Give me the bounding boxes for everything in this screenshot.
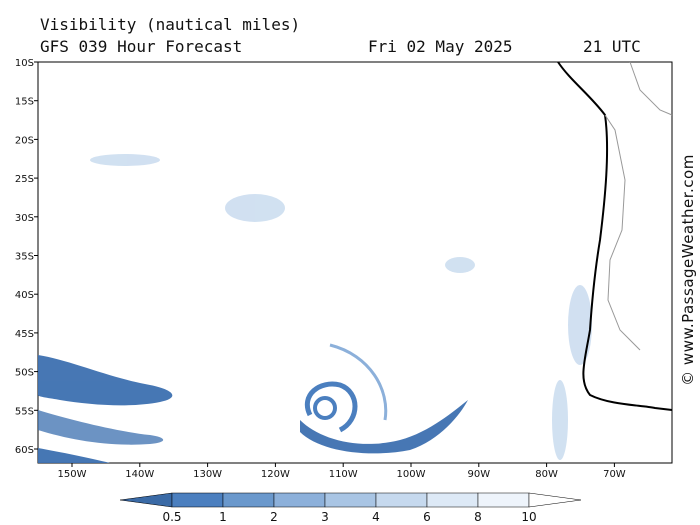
lat-label: 35S bbox=[15, 252, 34, 263]
colorbar-segment bbox=[477, 492, 530, 508]
latitude-labels: 10S 15S 20S 25S 30S 35S 40S 45S 50S 55S 60S bbox=[15, 58, 38, 456]
map-subtitle: GFS 039 Hour Forecast bbox=[40, 37, 242, 56]
colorbar-label: 1 bbox=[219, 510, 227, 524]
lat-label: 25S bbox=[15, 174, 34, 185]
colorbar-label: 4 bbox=[372, 510, 380, 524]
fog-band bbox=[38, 410, 164, 445]
spiral-band bbox=[300, 400, 468, 454]
colorbar-label: 10 bbox=[521, 510, 536, 524]
border bbox=[629, 61, 673, 116]
lat-label: 55S bbox=[15, 406, 34, 417]
lat-label: 20S bbox=[15, 135, 34, 146]
colorbar: 0.5 1 2 3 4 6 8 10 bbox=[119, 492, 582, 524]
lat-label: 45S bbox=[15, 329, 34, 340]
lon-label: 150W bbox=[58, 469, 87, 480]
lon-label: 80W bbox=[535, 469, 558, 480]
lat-label: 40S bbox=[15, 290, 34, 301]
lon-label: 100W bbox=[397, 469, 426, 480]
lon-label: 70W bbox=[603, 469, 626, 480]
map-area bbox=[37, 61, 673, 464]
spiral bbox=[304, 343, 388, 433]
colorbar-label: 2 bbox=[270, 510, 278, 524]
lat-label: 30S bbox=[15, 213, 34, 224]
lat-label: 60S bbox=[15, 445, 34, 456]
colorbar-arrow bbox=[528, 492, 582, 508]
lat-label: 10S bbox=[15, 58, 34, 69]
watermark: © www.PassageWeather.com bbox=[679, 154, 697, 386]
low-visibility-areas bbox=[38, 355, 468, 463]
map-title: Visibility (nautical miles) bbox=[40, 15, 300, 34]
colorbar-arrow bbox=[119, 492, 173, 508]
border bbox=[604, 114, 641, 351]
colorbar-segment bbox=[324, 492, 377, 508]
fog-band bbox=[38, 448, 110, 463]
colorbar-segment bbox=[273, 492, 326, 508]
colorbar-segment bbox=[171, 492, 224, 508]
colorbar-label: 3 bbox=[321, 510, 329, 524]
colorbar-label: 8 bbox=[474, 510, 482, 524]
coastline bbox=[557, 61, 673, 411]
fog-band bbox=[38, 355, 173, 406]
colorbar-segment bbox=[375, 492, 428, 508]
forecast-time: 21 UTC bbox=[583, 37, 641, 56]
colorbar-label: 0.5 bbox=[162, 510, 181, 524]
haze-areas bbox=[90, 154, 592, 460]
lon-label: 130W bbox=[193, 469, 222, 480]
lon-label: 140W bbox=[125, 469, 154, 480]
lon-label: 90W bbox=[467, 469, 490, 480]
lon-label: 120W bbox=[261, 469, 290, 480]
lat-label: 50S bbox=[15, 368, 34, 379]
lon-label: 110W bbox=[329, 469, 358, 480]
colorbar-label: 6 bbox=[423, 510, 431, 524]
lat-label: 15S bbox=[15, 97, 34, 108]
colorbar-segment bbox=[426, 492, 479, 508]
colorbar-segment bbox=[222, 492, 275, 508]
longitude-labels: 150W 140W 130W 120W 110W 100W 90W 80W 70W bbox=[58, 463, 626, 480]
forecast-date: Fri 02 May 2025 bbox=[368, 37, 513, 56]
